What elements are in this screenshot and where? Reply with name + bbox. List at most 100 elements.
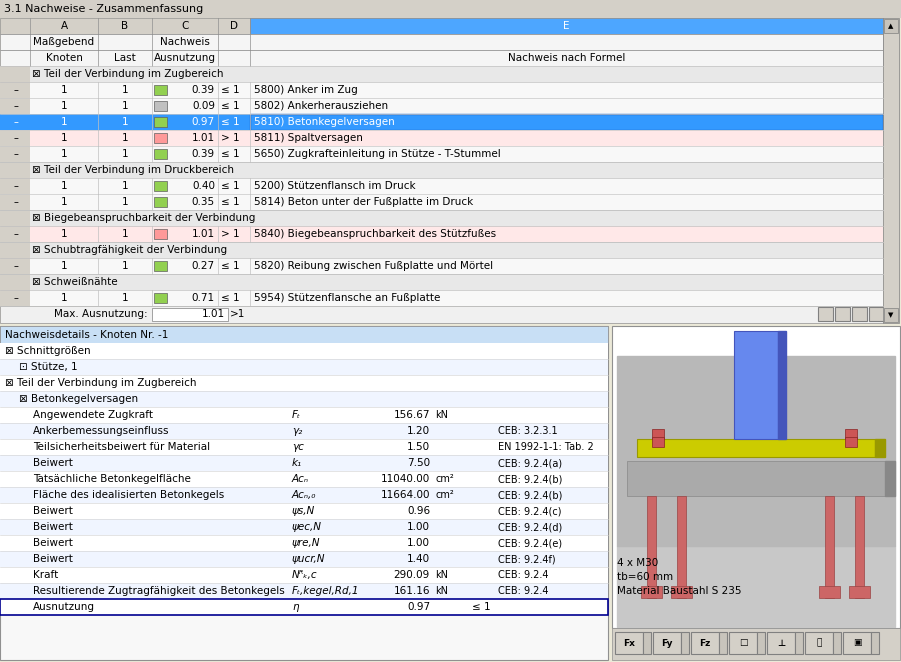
Text: Knoten: Knoten <box>46 53 82 63</box>
Text: –: – <box>14 85 18 95</box>
Bar <box>154 85 167 95</box>
Text: γ₂: γ₂ <box>292 426 302 436</box>
Text: 1: 1 <box>60 85 68 95</box>
Bar <box>0 146 883 162</box>
Bar <box>0 114 30 130</box>
Text: 1.01: 1.01 <box>192 133 215 143</box>
Text: 1: 1 <box>60 229 68 239</box>
Bar <box>250 18 883 34</box>
Text: Last: Last <box>114 53 136 63</box>
Text: 1: 1 <box>60 117 68 127</box>
Text: Max. Ausnutzung:: Max. Ausnutzung: <box>54 309 148 319</box>
Bar <box>0 178 30 194</box>
Bar <box>0 130 30 146</box>
Bar <box>0 226 30 242</box>
Polygon shape <box>617 546 895 627</box>
Text: Nᴿₖ,c: Nᴿₖ,c <box>292 570 318 580</box>
Text: A: A <box>60 21 68 31</box>
Bar <box>0 471 608 487</box>
Bar <box>0 226 883 242</box>
Text: CEB: 9.2.4(b): CEB: 9.2.4(b) <box>498 474 562 484</box>
Text: 5811) Spaltversagen: 5811) Spaltversagen <box>254 133 363 143</box>
Text: –: – <box>14 293 18 303</box>
Bar <box>0 391 608 407</box>
Text: ≤ 1: ≤ 1 <box>221 101 240 111</box>
Text: 1.40: 1.40 <box>407 554 430 564</box>
Bar <box>641 586 662 598</box>
Text: Fₜ: Fₜ <box>292 410 301 420</box>
Bar <box>0 503 608 519</box>
Bar <box>767 632 795 654</box>
Polygon shape <box>885 461 895 496</box>
Text: EN 1992-1-1: Tab. 2: EN 1992-1-1: Tab. 2 <box>498 442 594 452</box>
Text: B: B <box>122 21 129 31</box>
Text: Fy: Fy <box>661 639 673 647</box>
Bar <box>677 496 686 598</box>
Bar <box>0 34 883 50</box>
Bar <box>849 586 870 598</box>
Text: 0.96: 0.96 <box>407 506 430 516</box>
Text: ≤ 1: ≤ 1 <box>221 85 240 95</box>
Text: 0.27: 0.27 <box>192 261 215 271</box>
Text: 0.71: 0.71 <box>192 293 215 303</box>
Text: ≤ 1: ≤ 1 <box>221 117 240 127</box>
Text: 11664.00: 11664.00 <box>380 490 430 500</box>
Text: 1: 1 <box>60 149 68 159</box>
Text: Nachweis: Nachweis <box>160 37 210 47</box>
Text: 1: 1 <box>60 261 68 271</box>
Text: C: C <box>181 21 188 31</box>
Bar <box>0 178 883 194</box>
Text: CEB: 9.2.4: CEB: 9.2.4 <box>498 586 549 596</box>
Bar <box>653 632 681 654</box>
Bar <box>0 194 883 210</box>
Bar <box>154 229 167 239</box>
Text: >1: >1 <box>230 309 245 319</box>
Bar <box>0 274 30 290</box>
Text: CEB: 9.2.4(c): CEB: 9.2.4(c) <box>498 506 561 516</box>
Bar <box>0 274 883 290</box>
Bar <box>869 307 884 321</box>
Text: CEB: 9.2.4(a): CEB: 9.2.4(a) <box>498 458 562 468</box>
Text: cm²: cm² <box>435 490 454 500</box>
Bar <box>0 290 883 306</box>
Text: 0.40: 0.40 <box>192 181 215 191</box>
Bar <box>852 307 867 321</box>
Text: > 1: > 1 <box>221 133 240 143</box>
Text: ⊠ Teil der Verbindung im Zugbereich: ⊠ Teil der Verbindung im Zugbereich <box>32 69 223 79</box>
Bar <box>154 197 167 207</box>
Bar <box>637 439 875 457</box>
Bar <box>845 437 857 447</box>
Text: Material Baustahl S 235: Material Baustahl S 235 <box>617 586 742 596</box>
Bar <box>0 519 608 535</box>
Bar <box>833 632 841 654</box>
Text: Aᴄₙ: Aᴄₙ <box>292 474 309 484</box>
Text: Maßgebend: Maßgebend <box>33 37 95 47</box>
Text: Tatsächliche Betonkegelfläche: Tatsächliche Betonkegelfläche <box>33 474 191 484</box>
Bar <box>0 194 30 210</box>
Text: –: – <box>14 197 18 207</box>
Bar <box>0 130 883 146</box>
Text: tb=60 mm: tb=60 mm <box>617 572 673 582</box>
Bar <box>819 586 840 598</box>
Text: Beiwert: Beiwert <box>33 522 73 532</box>
Text: 1.00: 1.00 <box>407 538 430 548</box>
Text: Aᴄₙ,₀: Aᴄₙ,₀ <box>292 490 316 500</box>
Bar <box>652 429 664 439</box>
Bar <box>671 586 692 598</box>
Text: 0.35: 0.35 <box>192 197 215 207</box>
Bar <box>0 242 30 258</box>
Bar <box>612 326 900 628</box>
Bar <box>757 632 765 654</box>
Bar <box>691 632 719 654</box>
Bar <box>643 632 651 654</box>
Text: –: – <box>14 261 18 271</box>
Text: Fz: Fz <box>699 639 711 647</box>
Bar <box>615 632 643 654</box>
Text: 0.97: 0.97 <box>192 117 215 127</box>
Bar <box>795 632 803 654</box>
Text: CEB: 9.2.4(e): CEB: 9.2.4(e) <box>498 538 562 548</box>
Bar <box>0 423 608 439</box>
Text: ψucr,N: ψucr,N <box>292 554 325 564</box>
Bar <box>0 583 608 599</box>
Text: 0.97: 0.97 <box>407 602 430 612</box>
